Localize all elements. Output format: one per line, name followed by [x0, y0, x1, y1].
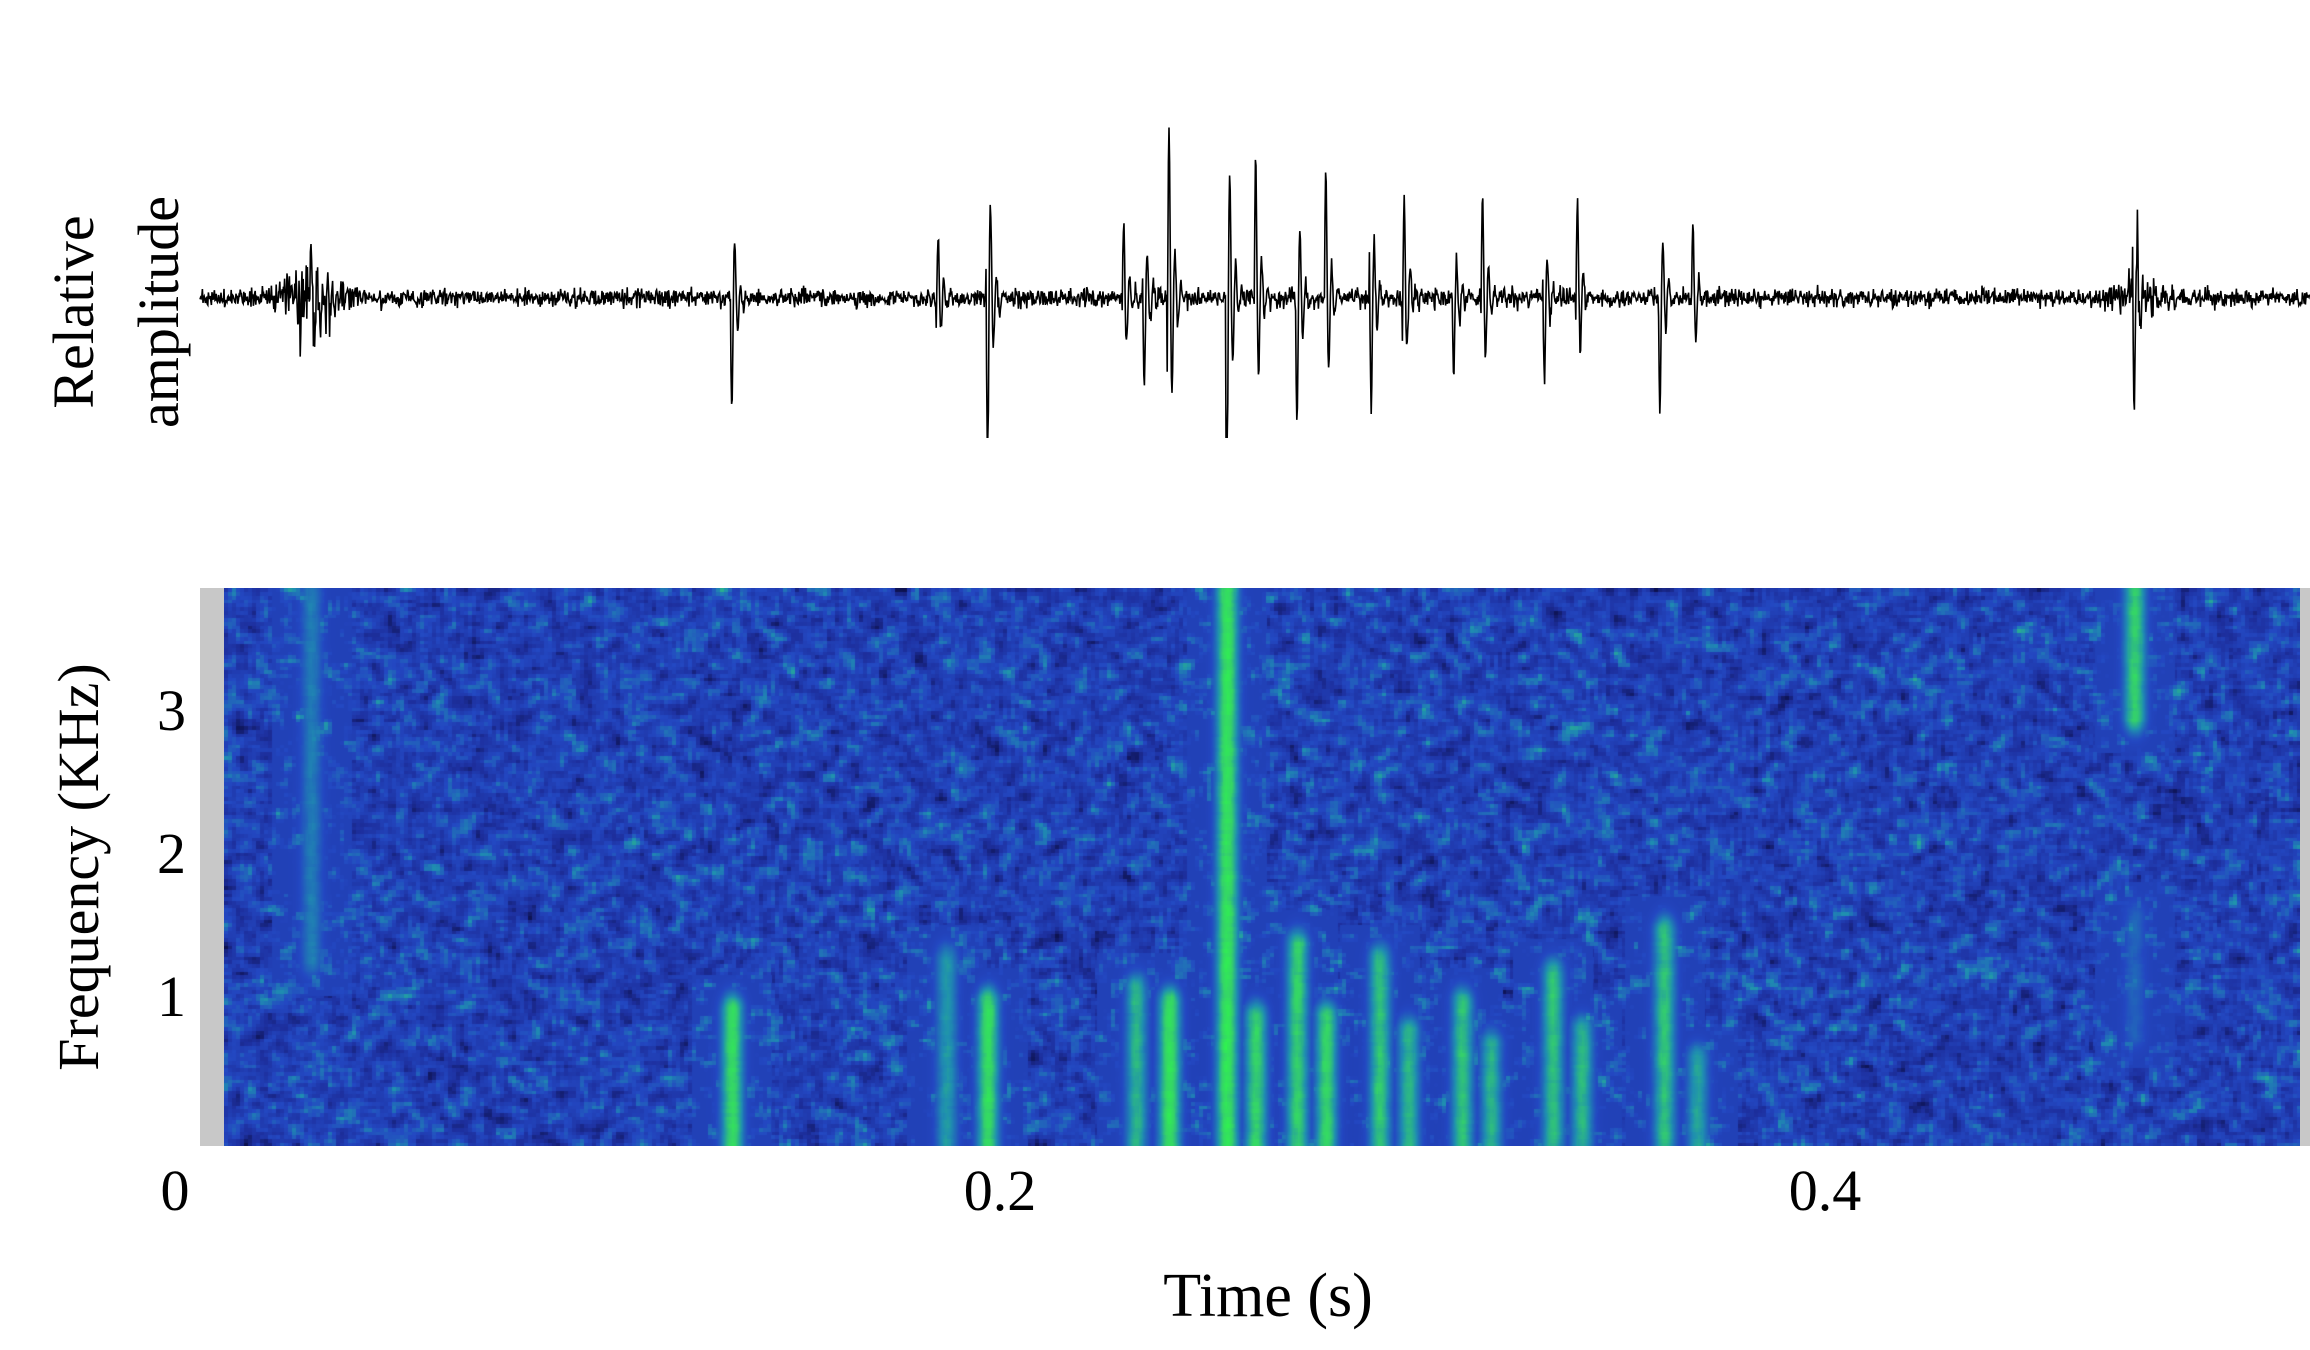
oscillogram-waveform: [199, 127, 2310, 438]
oscillogram-ylabel-line-1: Relative: [41, 215, 106, 408]
spectrogram-right-margin: [2300, 588, 2310, 1146]
y-tick-label-3: 3: [157, 678, 186, 743]
spectrogram-panel: [200, 588, 2310, 1146]
oscillogram-ylabel-line-2: amplitude: [126, 196, 191, 428]
x-axis-label: Time (s): [1163, 1262, 1373, 1330]
x-tick-labels: 0 0.2 0.4: [161, 1158, 1862, 1223]
y-tick-label-1: 1: [157, 964, 186, 1029]
oscillogram-ylabel: Relative amplitude: [41, 196, 191, 428]
spectrogram-left-margin: [200, 588, 224, 1146]
spectrogram-heatmap: [224, 588, 2300, 1146]
oscillogram-panel: [199, 127, 2310, 438]
spectrogram-ylabel: Frequency (KHz): [46, 663, 111, 1070]
x-tick-label-0-4: 0.4: [1789, 1158, 1862, 1223]
x-tick-label-0: 0: [161, 1158, 190, 1223]
spectrogram-y-tick-labels: 1 2 3: [157, 678, 186, 1029]
x-tick-label-0-2: 0.2: [964, 1158, 1037, 1223]
y-tick-label-2: 2: [157, 821, 186, 886]
